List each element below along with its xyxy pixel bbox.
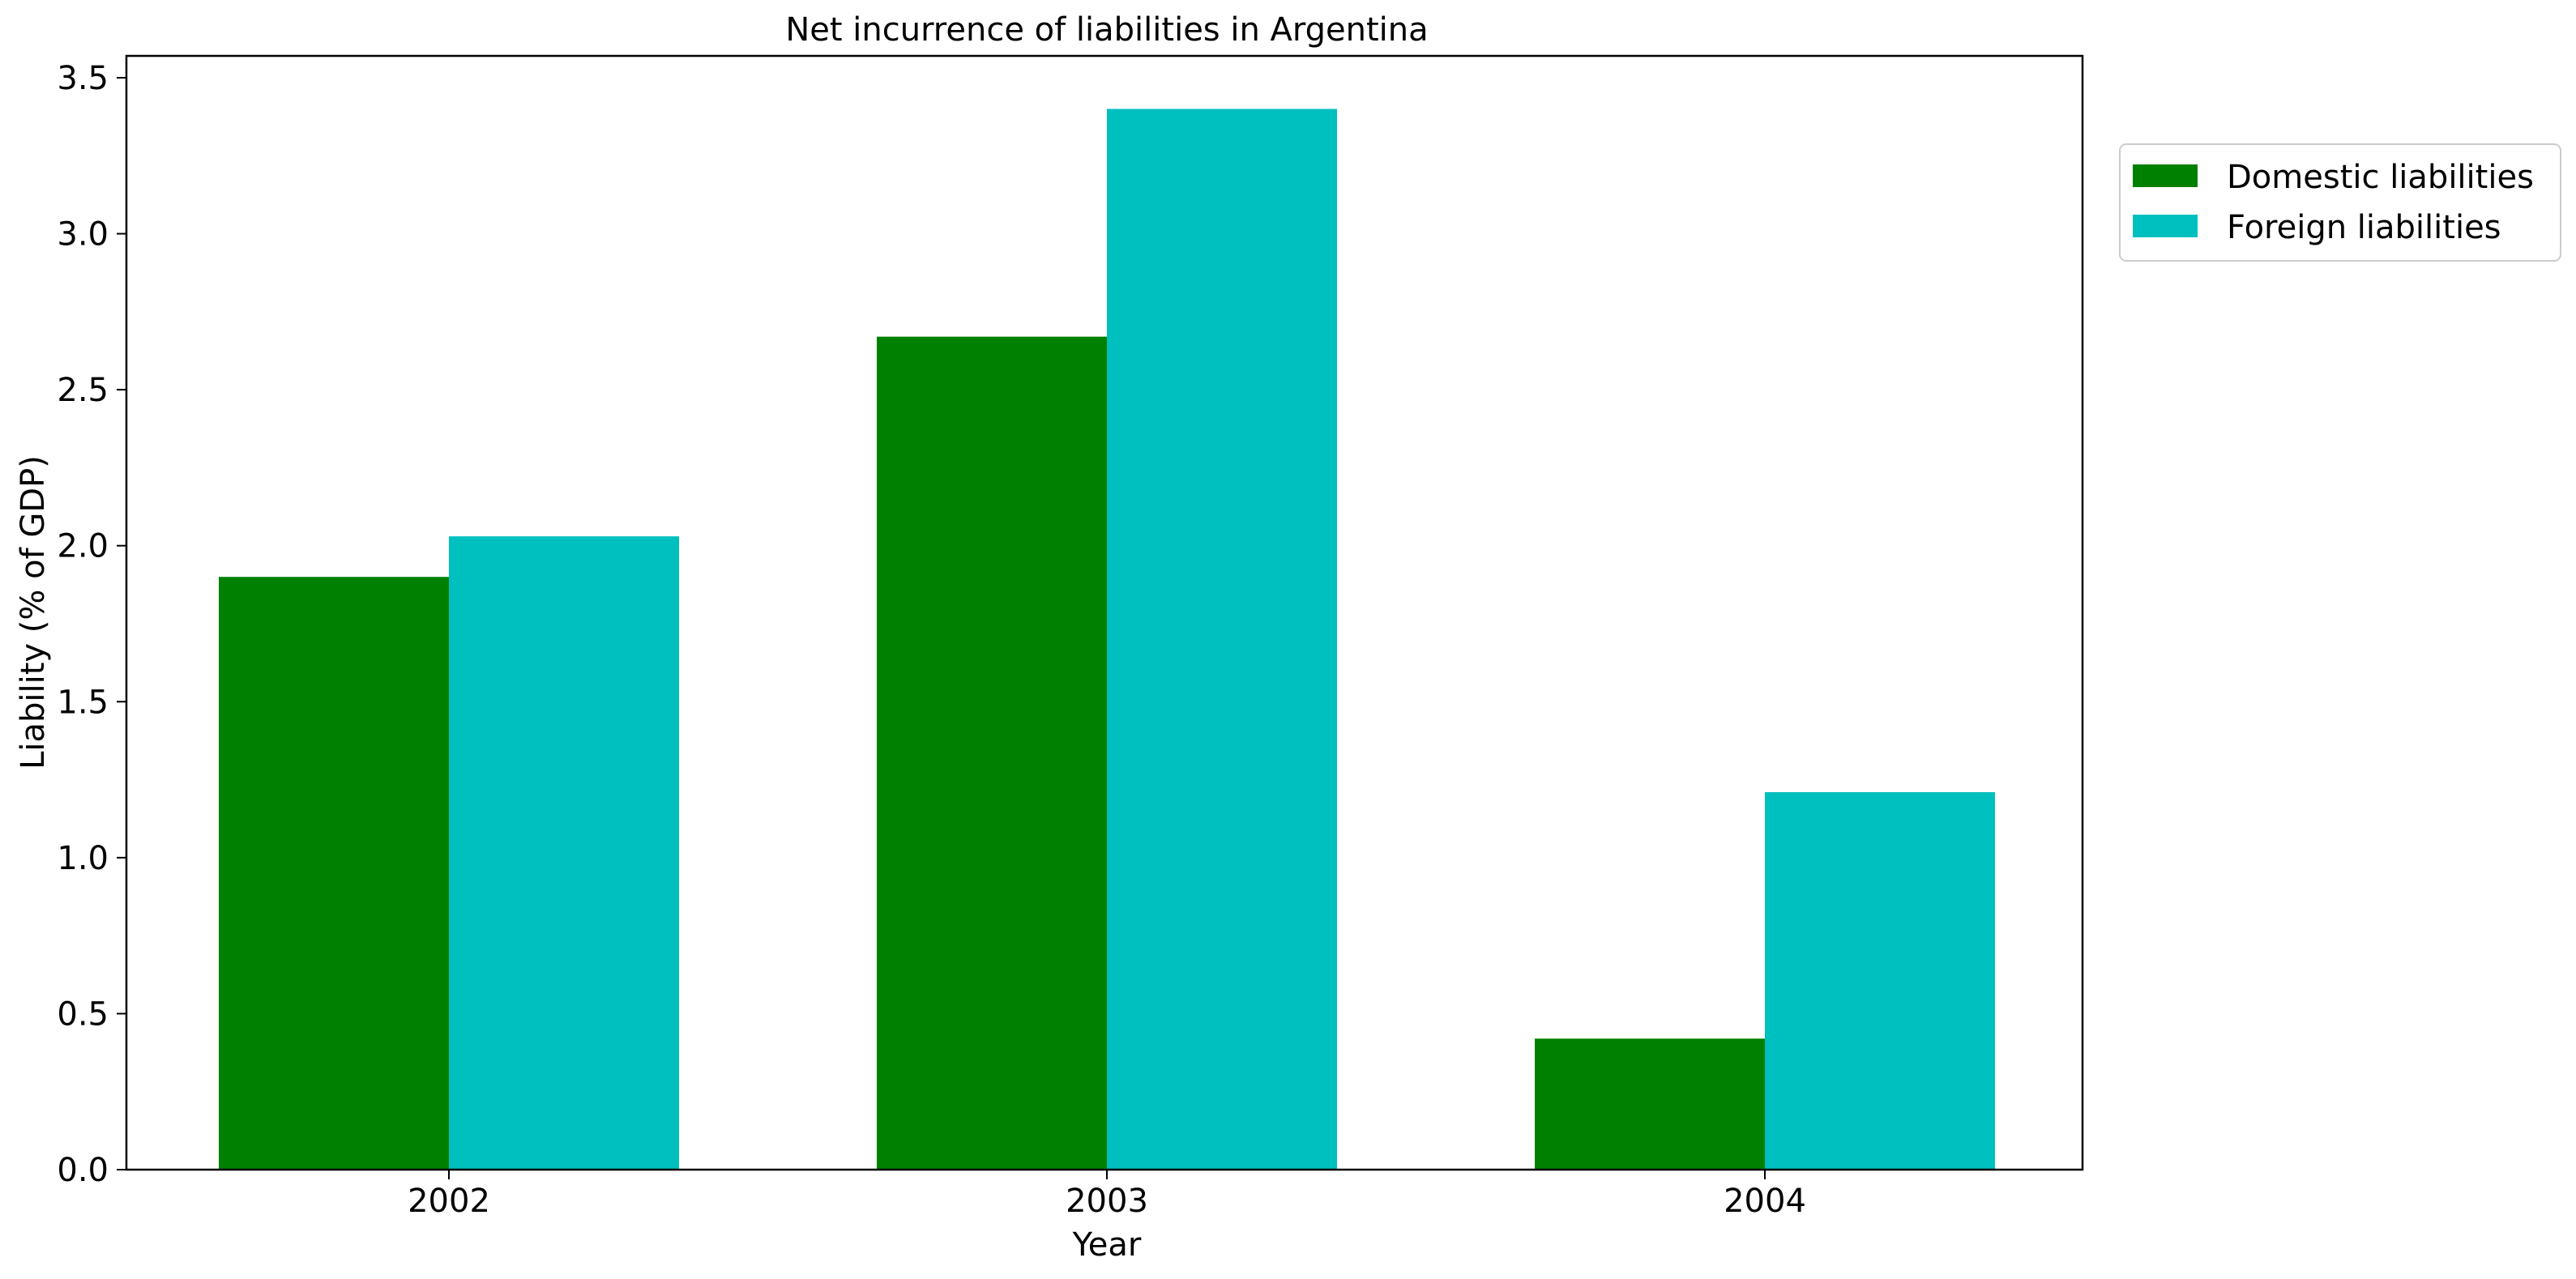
bar-domestic-2003 [877, 336, 1107, 1170]
plot-frame [125, 54, 2084, 1171]
x-tick-label: 2002 [408, 1183, 490, 1220]
legend: Domestic liabilities Foreign liabilities [2119, 143, 2561, 262]
y-tick-label: 2.5 [57, 372, 109, 409]
y-tick-label: 1.0 [57, 840, 109, 877]
x-axis-label: Year [1072, 1226, 1142, 1264]
y-tick-label: 1.5 [57, 684, 109, 721]
y-tick-label: 3.0 [57, 216, 109, 254]
x-tick-label: 2003 [1066, 1183, 1148, 1220]
bar-domestic-2002 [219, 577, 449, 1170]
y-axis-label: Liability (% of GDP) [15, 455, 52, 770]
bar-foreign-2004 [1765, 791, 1995, 1170]
y-axis-ticks: 0.0 0.5 1.0 1.5 2.0 2.5 3.0 3.5 [57, 60, 126, 1189]
x-tick-label: 2004 [1724, 1183, 1806, 1220]
legend-frame [2119, 143, 2561, 262]
legend-swatch-foreign [2133, 215, 2198, 237]
legend-label-domestic: Domestic liabilities [2227, 159, 2534, 196]
chart-title: Net incurrence of liabilities in Argenti… [785, 11, 1428, 49]
x-axis-ticks: 2002 2003 2004 [408, 1170, 1806, 1220]
y-tick-label: 2.0 [57, 528, 109, 565]
legend-swatch-domestic [2133, 164, 2198, 187]
bar-foreign-2002 [449, 536, 679, 1170]
legend-label-foreign: Foreign liabilities [2227, 209, 2501, 246]
y-tick-label: 3.5 [57, 60, 109, 97]
bar-domestic-2004 [1535, 1038, 1765, 1170]
y-tick-label: 0.0 [57, 1152, 109, 1189]
bar-series-group [219, 109, 1995, 1170]
bar-foreign-2003 [1107, 109, 1337, 1170]
y-tick-label: 0.5 [57, 995, 109, 1033]
